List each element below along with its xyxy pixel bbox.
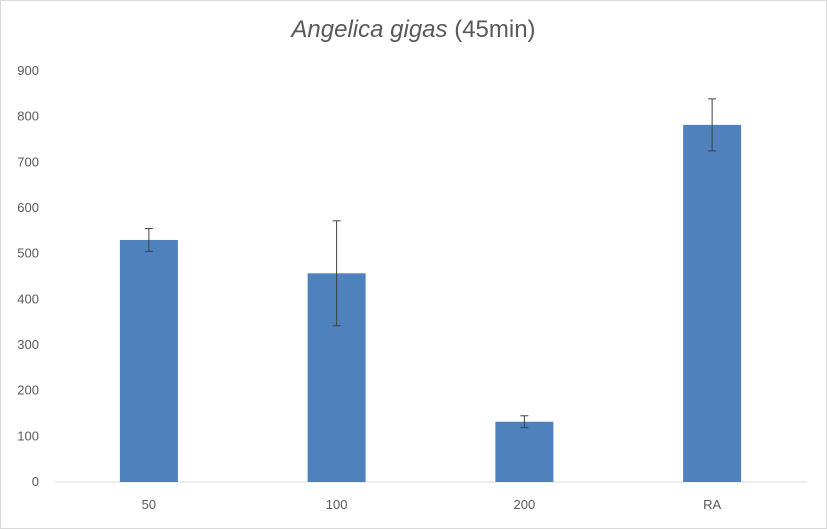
- y-tick-label: 0: [32, 474, 39, 489]
- y-tick-label: 200: [17, 383, 39, 398]
- y-tick-label: 500: [17, 246, 39, 261]
- y-tick-label: 300: [17, 337, 39, 352]
- chart-title-italic: Angelica gigas: [291, 16, 448, 43]
- x-tick-label: RA: [703, 497, 721, 512]
- bar: [683, 124, 742, 483]
- y-tick-label: 400: [17, 291, 39, 306]
- bar: [119, 239, 178, 482]
- y-tick-label: 700: [17, 154, 39, 169]
- y-tick-label: 900: [17, 63, 39, 78]
- chart-title-rest: (45min): [447, 16, 536, 43]
- y-tick-label: 100: [17, 428, 39, 443]
- x-tick-label: 200: [514, 497, 536, 512]
- y-tick-label: 600: [17, 200, 39, 215]
- x-tick-label: 50: [142, 497, 156, 512]
- y-tick-label: 800: [17, 109, 39, 124]
- chart-title: Angelica gigas (45min): [0, 16, 827, 44]
- bar: [495, 421, 554, 482]
- x-tick-label: 100: [326, 497, 348, 512]
